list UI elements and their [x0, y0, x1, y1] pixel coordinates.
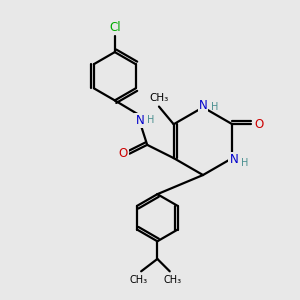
Text: N: N — [230, 153, 238, 166]
Text: H: H — [147, 116, 155, 125]
Text: N: N — [135, 114, 144, 127]
Text: CH₃: CH₃ — [164, 275, 182, 285]
Text: H: H — [241, 158, 248, 167]
Text: O: O — [118, 147, 128, 160]
Text: CH₃: CH₃ — [129, 275, 147, 285]
Text: CH₃: CH₃ — [149, 93, 169, 103]
Text: H: H — [211, 102, 219, 112]
Text: Cl: Cl — [109, 21, 121, 34]
Text: O: O — [254, 118, 263, 131]
Text: N: N — [199, 99, 207, 112]
